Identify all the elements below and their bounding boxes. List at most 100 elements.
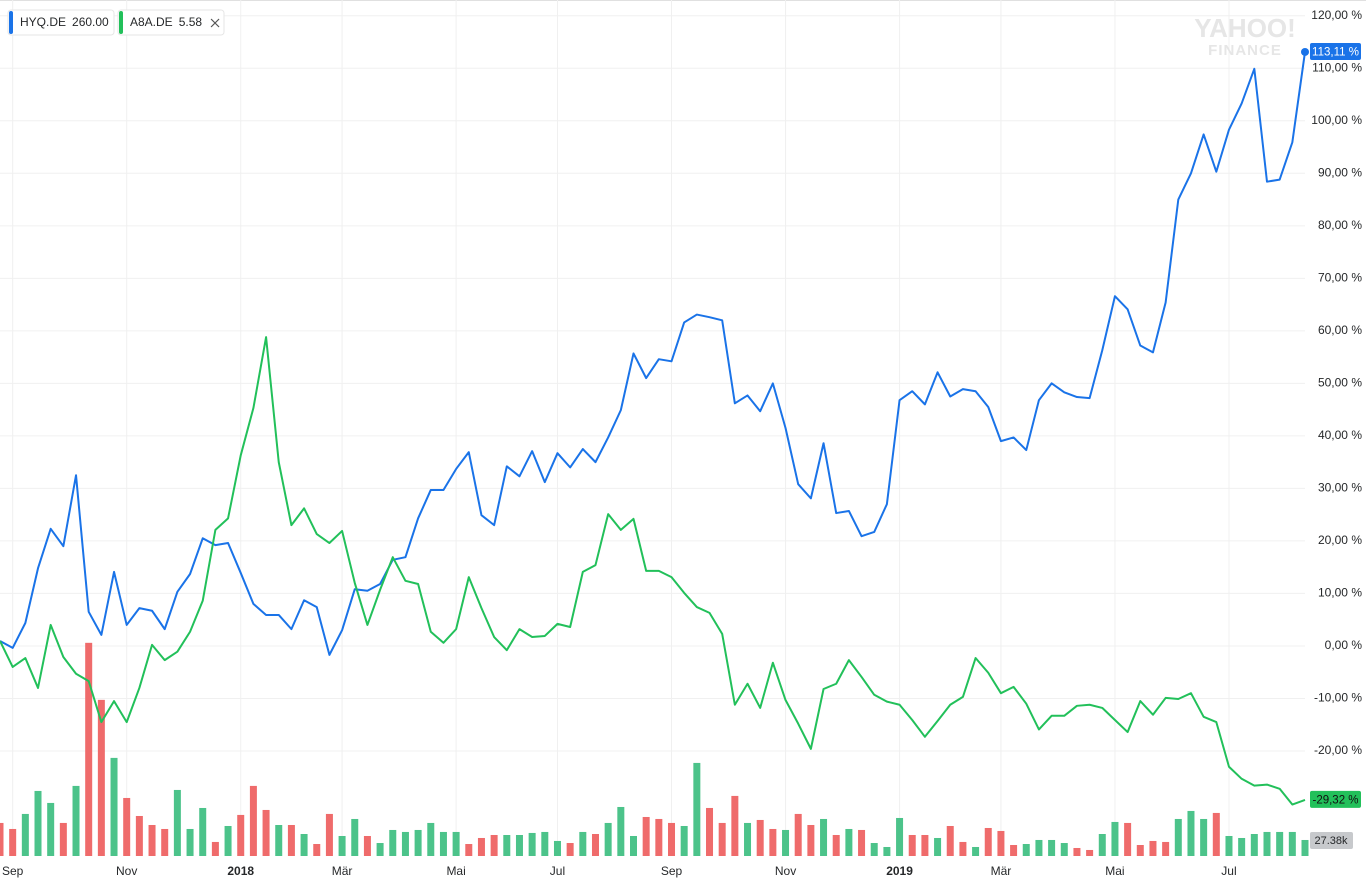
- y-tick-label: 70,00 %: [1318, 271, 1362, 285]
- volume-bar: [401, 831, 409, 856]
- volume-bar: [1060, 843, 1068, 856]
- volume-bar: [984, 827, 992, 856]
- volume-bar: [756, 819, 764, 856]
- volume-bar: [1149, 840, 1157, 856]
- volume-bar: [655, 818, 663, 856]
- volume-bar: [47, 802, 55, 856]
- volume-bar: [870, 843, 878, 856]
- x-tick-label: Sep: [661, 864, 683, 878]
- volume-bar: [1174, 818, 1182, 856]
- legend-chip[interactable]: [7, 9, 115, 36]
- lines: [0, 47, 1309, 806]
- volume-badge: [1310, 831, 1353, 849]
- x-tick-label: Mai: [446, 864, 465, 878]
- volume-bar: [921, 834, 929, 856]
- legend: HYQ.DE 260.00 A8A.DE 5.58: [7, 9, 225, 36]
- volume-bar: [515, 834, 523, 856]
- volume-bar: [477, 837, 485, 856]
- volume-bar: [161, 828, 169, 856]
- volume-bar: [604, 822, 612, 856]
- volume-bar: [275, 824, 283, 856]
- y-tick-label: 80,00 %: [1318, 218, 1362, 232]
- volume-bar: [617, 806, 625, 856]
- volume-bar: [503, 834, 511, 856]
- grid: [0, 0, 1305, 856]
- volume-bar: [959, 841, 967, 856]
- volume-bar: [237, 814, 245, 856]
- volume-bar: [946, 825, 954, 856]
- volume-bar: [300, 834, 308, 856]
- legend-label: HYQ.DE: [20, 15, 66, 29]
- axes: -20,00 % -10,00 % 0,00 % 10,00 % 20,00 % 30,0…: [2, 8, 1362, 878]
- legend-chip[interactable]: [117, 9, 225, 36]
- volume-bar: [123, 797, 131, 856]
- volume-bar: [883, 846, 891, 856]
- volume-bars: [0, 642, 1309, 856]
- volume-bar: [832, 834, 840, 856]
- volume-bar: [85, 642, 93, 856]
- volume-bar: [769, 828, 777, 856]
- volume-bar: [1212, 812, 1220, 856]
- volume-bar: [1111, 821, 1119, 856]
- volume-bar: [1301, 839, 1309, 856]
- volume-bar: [1086, 849, 1094, 856]
- volume-bar: [439, 831, 447, 856]
- volume-bar: [629, 835, 637, 856]
- volume-bar: [427, 822, 435, 856]
- volume-bar: [566, 843, 574, 856]
- y-tick-label: 0,00 %: [1325, 638, 1363, 652]
- value-badge: [1310, 42, 1361, 60]
- volume-bar: [313, 844, 321, 856]
- volume-bar: [579, 831, 587, 856]
- x-tick-label: Mär: [332, 864, 353, 878]
- volume-bar: [110, 757, 118, 856]
- volume-bar: [1288, 831, 1296, 856]
- y-tick-label: 40,00 %: [1318, 428, 1362, 442]
- y-tick-label: 120,00 %: [1311, 8, 1362, 22]
- volume-bar: [1225, 835, 1233, 856]
- volume-bar: [731, 795, 739, 856]
- x-tick-label: Mai: [1105, 864, 1124, 878]
- value-badge-label: 113,11 %: [1312, 46, 1359, 58]
- volume-bar: [1200, 818, 1208, 856]
- volume-bar: [782, 829, 790, 856]
- volume-bar: [718, 822, 726, 856]
- legend-close[interactable]: [210, 18, 220, 28]
- volume-bar: [21, 813, 29, 856]
- volume-bar: [1250, 834, 1258, 856]
- volume-bar: [668, 822, 676, 856]
- volume-bar: [591, 834, 599, 856]
- value-badge-label: -29,32 %: [1312, 794, 1358, 806]
- volume-bar: [896, 817, 904, 856]
- y-tick-label: 90,00 %: [1318, 165, 1362, 179]
- volume-bar: [249, 785, 257, 856]
- series-line: [0, 51, 1306, 656]
- volume-bar: [1263, 831, 1271, 856]
- volume-bar: [934, 837, 942, 856]
- volume-bar: [414, 829, 422, 856]
- volume-bar: [528, 832, 536, 856]
- volume-bar: [211, 841, 219, 856]
- volume-bar: [908, 834, 916, 856]
- volume-bar: [452, 831, 460, 856]
- volume-bar: [490, 834, 498, 856]
- volume-bar: [363, 835, 371, 856]
- volume-bar: [972, 846, 980, 856]
- volume-bar: [1238, 837, 1246, 856]
- legend-quote: 5.58: [179, 15, 203, 29]
- volume-bar: [465, 844, 473, 856]
- volume-bar: [820, 818, 828, 856]
- legend-quote: 260.00: [72, 15, 109, 29]
- volume-bar: [680, 825, 688, 856]
- volume-bar: [1048, 839, 1056, 856]
- x-tick-label: Jul: [550, 864, 565, 878]
- x-tick-label: Jul: [1221, 864, 1236, 878]
- volume-bar: [325, 813, 333, 856]
- volume-bar: [997, 830, 1005, 856]
- x-tick-label: 2019: [886, 864, 913, 878]
- volume-bar: [693, 762, 701, 856]
- volume-bar: [1136, 845, 1144, 856]
- y-tick-label: 110,00 %: [1312, 60, 1362, 74]
- value-badge: [1310, 790, 1361, 808]
